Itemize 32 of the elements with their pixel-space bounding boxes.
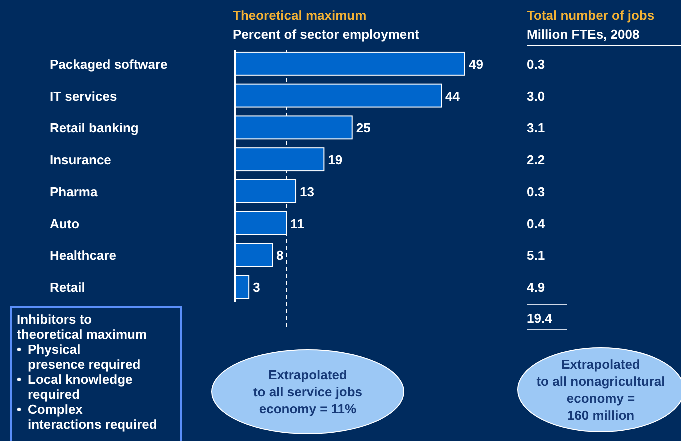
- data-label: 44: [446, 88, 461, 104]
- text: Million FTEs, 2008: [527, 27, 640, 42]
- y-tick-label: Healthcare: [50, 248, 116, 264]
- chart-subtitle: Percent of sector employment: [233, 27, 420, 42]
- y-tick-label: Insurance: [50, 152, 112, 168]
- text: 3.1: [527, 120, 546, 136]
- text: Total number of jobs: [527, 8, 655, 23]
- data-label: 25: [356, 120, 371, 136]
- text: 0.3: [527, 56, 546, 72]
- text: 19.4: [527, 311, 554, 326]
- data-label: 13: [300, 184, 314, 200]
- data-label: 8: [276, 248, 284, 264]
- text: 5.1: [527, 248, 546, 264]
- chart-title: Theoretical maximum: [233, 8, 367, 23]
- text: Inhibitors to theoretical maximum • Physical presence required • Local knowledge required • Complex interactions required: [17, 312, 158, 432]
- text: 3.0: [527, 88, 546, 104]
- y-tick-label: Retail banking: [50, 120, 139, 136]
- text: Extrapolated to all nonagricultural economy = 160 million: [536, 357, 666, 423]
- text: 0.4: [527, 216, 546, 232]
- data-label: 19: [328, 152, 343, 168]
- text: Extrapolated to all service jobs economy = 11%: [253, 368, 363, 416]
- text: 0.3: [527, 184, 546, 200]
- y-tick-label: Pharma: [50, 184, 98, 200]
- data-label: 11: [290, 216, 304, 232]
- data-label: 3: [253, 280, 260, 296]
- y-tick-label: IT services: [50, 88, 118, 104]
- text: 2.2: [527, 152, 546, 168]
- data-label: 49: [469, 56, 484, 72]
- y-tick-label: Packaged software: [50, 56, 168, 72]
- y-tick-label: Auto: [50, 216, 80, 232]
- text: 4.9: [527, 280, 546, 296]
- y-tick-label: Retail: [50, 280, 86, 296]
